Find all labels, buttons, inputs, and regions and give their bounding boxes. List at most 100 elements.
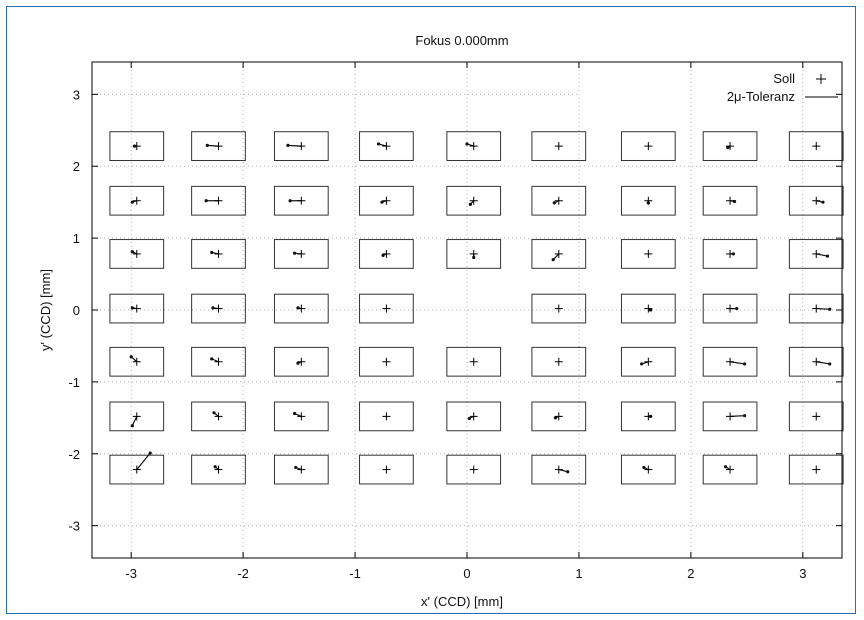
soll-point	[726, 304, 735, 313]
tolerance-box	[702, 293, 758, 324]
tolerance-box	[109, 185, 165, 216]
tick-label-y: 0	[73, 303, 80, 318]
deviation-endpoint	[726, 145, 730, 150]
deviation-endpoint	[380, 200, 384, 204]
tolerance-box	[702, 239, 758, 269]
tolerance-box	[191, 239, 246, 269]
tolerance-box	[702, 401, 758, 432]
x-axis-label: x' (CCD) [mm]	[421, 594, 503, 609]
tolerance-box	[620, 131, 676, 161]
soll-point	[812, 304, 821, 313]
tolerance-box	[446, 239, 502, 269]
tolerance-box	[620, 401, 676, 432]
deviation-endpoint	[467, 416, 471, 421]
soll-point	[214, 249, 223, 258]
soll-point	[214, 412, 223, 421]
deviation-endpoint	[825, 254, 830, 258]
tolerance-box	[446, 346, 502, 377]
soll-point	[297, 412, 306, 421]
deviation-vector	[131, 416, 138, 426]
soll-point	[214, 142, 223, 151]
deviation-endpoint	[828, 362, 832, 366]
tolerance-box	[620, 239, 676, 269]
deviation-endpoint	[552, 201, 556, 205]
deviation-endpoint	[294, 465, 298, 470]
tick-label-x: 3	[799, 566, 806, 581]
soll-point	[644, 304, 653, 313]
tolerance-box	[788, 293, 844, 324]
legend-marker-soll	[816, 74, 826, 84]
soll-point	[297, 357, 306, 366]
deviation-endpoint	[130, 424, 134, 428]
tolerance-box	[788, 454, 844, 485]
tolerance-box	[620, 346, 676, 377]
deviation-endpoint	[288, 199, 292, 203]
soll-point	[644, 249, 653, 258]
soll-point	[382, 196, 391, 205]
tolerance-box	[702, 346, 758, 377]
deviation-endpoint	[468, 202, 472, 206]
soll-point	[214, 304, 223, 313]
tolerance-box	[788, 131, 844, 161]
deviation-endpoint	[743, 414, 747, 418]
tolerance-box	[273, 131, 329, 161]
deviation-endpoint	[551, 258, 555, 262]
soll-point	[132, 304, 141, 313]
deviation-endpoint	[130, 250, 134, 254]
soll-point	[132, 196, 141, 205]
soll-point	[214, 357, 223, 366]
tolerance-box	[531, 131, 587, 161]
soll-point	[554, 465, 563, 474]
soll-point	[554, 412, 563, 421]
soll-point	[382, 357, 391, 366]
soll-point	[812, 357, 821, 366]
deviation-endpoint	[735, 306, 739, 311]
soll-point	[644, 142, 653, 151]
deviation-endpoint	[723, 465, 728, 469]
grid-layer	[92, 62, 842, 558]
tick-label-x: -1	[349, 566, 361, 581]
soll-point	[382, 412, 391, 421]
tick-label-x: -3	[125, 566, 137, 581]
soll-point	[554, 249, 563, 258]
tolerance-box	[359, 346, 414, 377]
soll-point	[214, 465, 223, 474]
deviation-endpoint	[293, 251, 297, 255]
tolerance-box	[191, 346, 246, 377]
tolerance-box	[273, 401, 329, 432]
soll-point	[469, 249, 478, 258]
tolerance-box	[446, 185, 502, 216]
soll-point	[297, 142, 306, 151]
soll-point	[554, 357, 563, 366]
tolerance-box	[273, 239, 329, 269]
deviation-endpoint	[553, 416, 558, 420]
tick-label-y: 3	[73, 87, 80, 102]
tolerance-box	[531, 346, 587, 377]
tick-label-x: 1	[575, 566, 582, 581]
soll-point	[726, 357, 735, 366]
tolerance-box	[702, 131, 758, 161]
soll-point	[382, 304, 391, 313]
tick-layer: -3 -2 -1 0 1 2 3 -3 -2 -1 0 1 2 3	[68, 62, 842, 581]
deviation-endpoint	[293, 411, 297, 416]
deviation-endpoint	[566, 470, 570, 474]
soll-point	[469, 412, 478, 421]
tolerance-box	[359, 239, 414, 269]
tolerance-box	[109, 346, 165, 377]
deviation-endpoint	[130, 200, 134, 204]
legend: Soll 2μ-Toleranz	[727, 71, 838, 104]
tolerance-box	[620, 293, 676, 324]
soll-point	[812, 412, 821, 421]
tolerance-box	[273, 346, 329, 377]
soll-point	[382, 142, 391, 151]
soll-point	[297, 465, 306, 474]
y-axis-label: y' (CCD) [mm]	[38, 269, 53, 351]
tolerance-box	[446, 454, 502, 485]
tolerance-box	[531, 401, 587, 432]
soll-point	[644, 465, 653, 474]
tolerance-box	[191, 293, 246, 324]
tolerance-box	[531, 293, 587, 324]
deviation-endpoint	[212, 411, 216, 415]
tick-label-x: 2	[687, 566, 694, 581]
tick-label-y: -1	[68, 375, 80, 390]
